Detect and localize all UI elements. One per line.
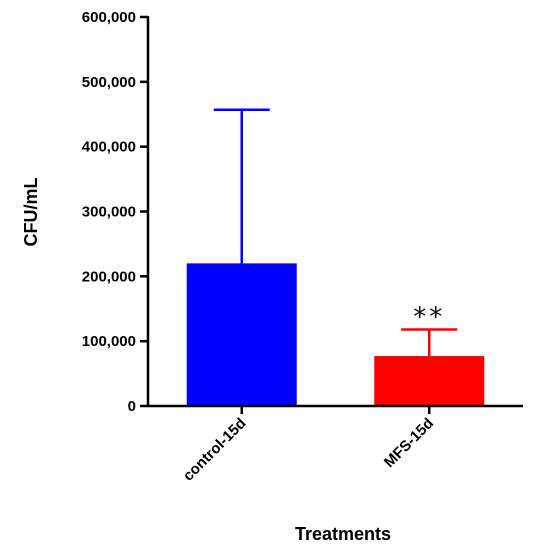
x-axis-title: Treatments (295, 524, 391, 544)
y-tick-label: 400,000 (82, 139, 136, 156)
y-tick-label: 0 (128, 398, 136, 415)
y-tick-label: 100,000 (82, 333, 136, 350)
bar-MFS-15d (374, 356, 485, 406)
x-axis: control-15d MFS-15d (147, 404, 523, 485)
bar-control-15d (186, 263, 297, 406)
y-tick-label: 500,000 (82, 74, 136, 91)
significance-marker: ** (413, 302, 445, 332)
y-tick-label: 200,000 (82, 268, 136, 285)
x-tick-label: MFS-15d (381, 415, 437, 471)
bars (186, 263, 485, 406)
annotations: ** (413, 302, 445, 332)
y-axis-title: CFU/mL (21, 178, 41, 247)
y-axis: 0 100,000 200,000 300,000 400,000 500,000 600,… (82, 9, 150, 415)
error-bars (213, 108, 458, 357)
x-tick-label: control-15d (180, 415, 250, 485)
y-tick-label: 300,000 (82, 204, 136, 221)
y-tick-label: 600,000 (82, 9, 136, 26)
